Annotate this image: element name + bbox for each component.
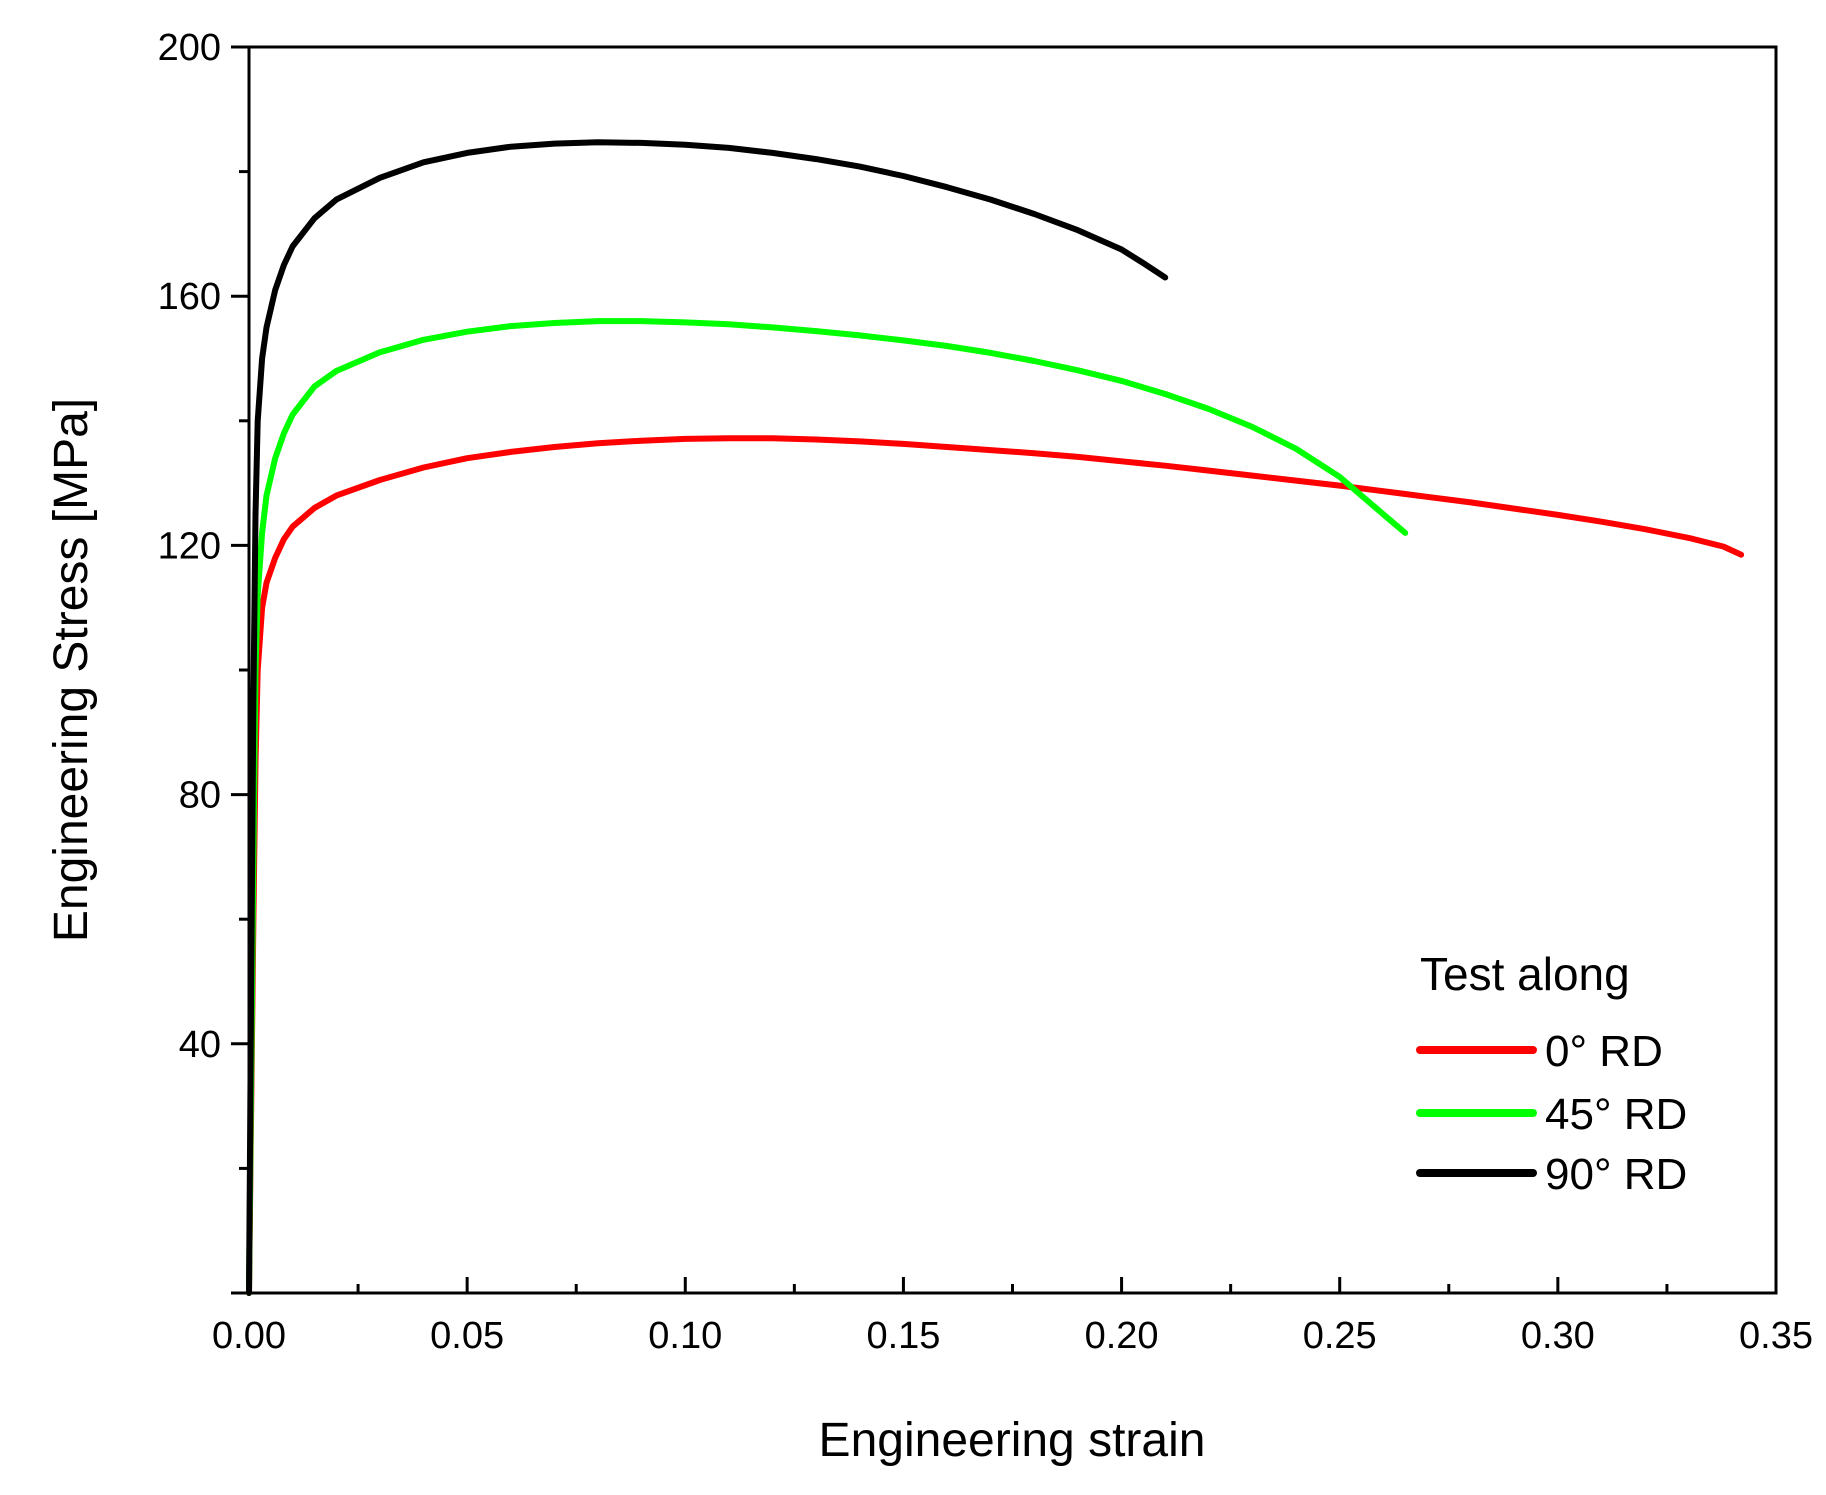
legend: Test along 0° RD 45° RD 90° RD	[1416, 948, 1687, 1199]
y-tick-label: 40	[179, 1024, 221, 1066]
legend-title: Test along	[1420, 948, 1630, 1000]
series-layer	[246, 139, 1745, 1296]
series-line-90-rd	[246, 139, 1169, 1296]
x-tick-label: 0.25	[1303, 1315, 1377, 1357]
y-tick-label: 120	[158, 525, 221, 567]
y-tick-label: 200	[158, 27, 221, 69]
series-line-0-rd	[246, 435, 1745, 1296]
x-tick-label: 0.15	[866, 1315, 940, 1357]
x-tick-label: 0.30	[1521, 1315, 1595, 1357]
series-line-45-rd	[246, 318, 1409, 1296]
x-tick-label: 0.20	[1085, 1315, 1159, 1357]
x-axis-title: Engineering strain	[819, 1414, 1206, 1467]
x-tick-label: 0.10	[648, 1315, 722, 1357]
axis-tick-labels: 0.00 0.05 0.10 0.15 0.20 0.25 0.30 0.35 40 80 120 1…	[158, 27, 1813, 1357]
y-tick-label: 160	[158, 276, 221, 318]
y-axis-title: Engineering Stress [MPa]	[45, 398, 98, 942]
x-tick-label: 0.00	[212, 1315, 286, 1357]
y-tick-label: 80	[179, 775, 221, 817]
legend-label-45-rd: 45° RD	[1545, 1090, 1687, 1139]
legend-label-90-rd: 90° RD	[1545, 1150, 1687, 1199]
x-tick-label: 0.05	[430, 1315, 504, 1357]
legend-label-0-rd: 0° RD	[1545, 1027, 1663, 1076]
x-tick-label: 0.35	[1739, 1315, 1813, 1357]
